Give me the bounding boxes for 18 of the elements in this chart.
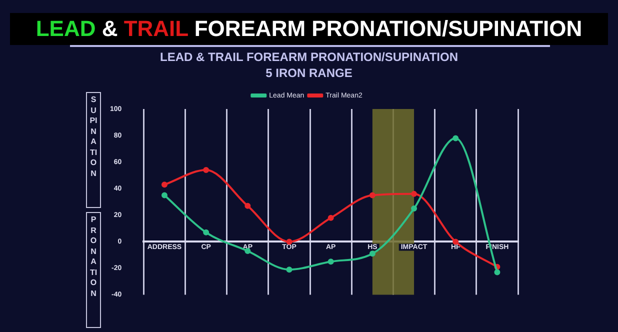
point xyxy=(203,229,210,236)
point xyxy=(411,206,418,212)
point xyxy=(286,266,292,273)
chart-title: LEAD & TRAIL FOREARM PRONATION/SUPINATION xyxy=(36,16,582,41)
point xyxy=(369,192,376,198)
point xyxy=(452,135,459,142)
point xyxy=(494,269,500,276)
point xyxy=(411,190,418,197)
point xyxy=(328,258,334,265)
point xyxy=(244,202,251,209)
chart-subtitle: LEAD & TRAIL FOREARM PRONATION/SUPINATION 5 IRON RANGE xyxy=(159,49,459,81)
point xyxy=(328,214,334,221)
point xyxy=(203,167,210,174)
text: PRONATION xyxy=(86,212,101,328)
text: SUPINATION xyxy=(86,92,101,208)
point xyxy=(161,182,168,188)
point xyxy=(161,192,168,198)
point xyxy=(369,250,376,257)
